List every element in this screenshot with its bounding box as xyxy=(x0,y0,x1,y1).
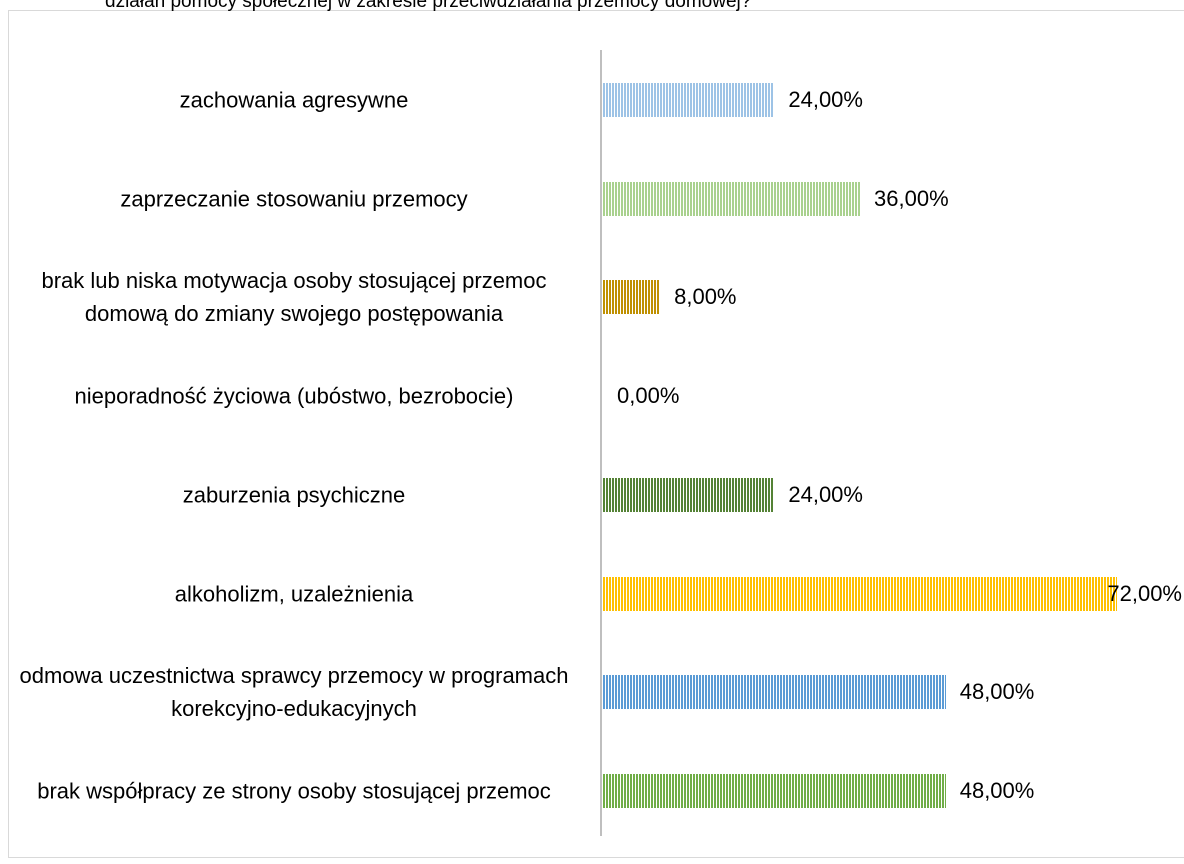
category-label: brak lub niska motywacja osoby stosujące… xyxy=(41,268,547,327)
category-label: alkoholizm, uzależnienia xyxy=(174,581,414,606)
category-label: zaprzeczanie stosowaniu przemocy xyxy=(120,186,468,212)
bar xyxy=(603,675,946,710)
data-label: 48,00% xyxy=(959,679,1035,705)
category-label: zachowania agresywne xyxy=(179,87,409,113)
chart-title: działań pomocy społecznej w zakresie prz… xyxy=(105,0,752,12)
data-label: 24,00% xyxy=(788,87,863,112)
data-label: 0,00% xyxy=(617,383,680,409)
category-label: zaburzenia psychiczne xyxy=(182,482,406,508)
bar xyxy=(603,773,946,808)
data-label: 8,00% xyxy=(674,284,737,310)
bar xyxy=(603,576,1118,611)
data-label: 24,00% xyxy=(788,481,863,507)
bar xyxy=(603,477,775,512)
category-label: odmowa uczestnictwa sprawcy przemocy w p… xyxy=(19,663,569,722)
bar xyxy=(603,280,661,315)
bar xyxy=(603,83,775,117)
category-label: nieporadność życiowa (ubóstwo, bezroboci… xyxy=(74,383,514,409)
data-label: 48,00% xyxy=(959,777,1035,803)
category-label: brak współpracy ze strony osoby stosując… xyxy=(37,778,551,804)
bar xyxy=(603,181,861,216)
category-axis xyxy=(600,50,602,836)
plot-frame xyxy=(8,10,1184,858)
data-label: 72,00% xyxy=(1107,580,1182,606)
data-label: 36,00% xyxy=(874,185,949,211)
